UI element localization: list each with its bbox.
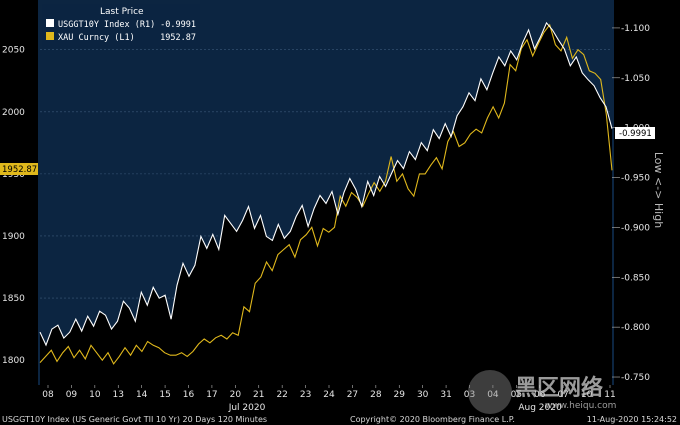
right-tick-label: -0.950 [621,174,650,184]
left-tick-label: 2000 [2,108,25,118]
x-tick-label: 30 [417,390,429,400]
left-tick-label: 2050 [2,46,25,56]
x-tick-label: 22 [276,390,287,400]
month-label: Jul 2020 [228,403,266,413]
x-tick-label: 27 [347,390,358,400]
left-tick-label: 1900 [2,232,25,242]
x-tick-label: 31 [440,390,451,400]
x-tick-label: 29 [394,390,406,400]
x-tick-label: 05 [511,390,522,400]
legend-title: Last Price [100,7,144,17]
month-label: Aug 2020 [518,403,562,413]
watermark-text: 黑区网络 [515,375,603,401]
x-tick-label: 10 [581,390,593,400]
x-tick-label: 15 [159,390,170,400]
x-tick-label: 09 [66,390,78,400]
footer-left: USGGT10Y Index (US Generic Govt TII 10 Y… [2,415,267,424]
legend-ust-value: -0.9991 [160,20,196,30]
svg-text:1952.87: 1952.87 [2,165,37,175]
svg-text:-0.9991: -0.9991 [619,129,652,139]
right-last-price-tag: -0.9991 [615,127,655,139]
right-axis: -1.100-1.050-1.000-0.950-0.900-0.850-0.8… [612,24,650,383]
right-tick-label: -1.050 [621,74,650,84]
x-tick-label: 20 [230,390,242,400]
right-tick-label: -0.800 [621,323,650,333]
left-axis: 180018501900195020002050 [2,46,25,366]
x-tick-label: 04 [487,390,499,400]
x-tick-label: 16 [183,390,195,400]
right-tick-label: -0.900 [621,223,650,233]
x-tick-label: 06 [534,390,546,400]
right-tick-label: -0.750 [621,373,650,383]
x-tick-label: 21 [253,390,264,400]
legend-swatch-gold [46,32,54,40]
left-tick-label: 1800 [2,356,25,366]
x-tick-label: 13 [113,390,124,400]
x-tick-label: 07 [557,390,568,400]
x-tick-label: 11 [604,390,615,400]
left-last-price-tag: 1952.87 [0,163,38,175]
legend: Last Price USGGT10Y Index (R1) -0.9991 X… [42,4,200,48]
x-tick-label: 24 [323,390,335,400]
legend-ust-name: USGGT10Y Index (R1) [58,20,155,30]
x-tick-label: 28 [370,390,382,400]
x-tick-label: 14 [136,390,148,400]
watermark-url: www.heiqu.com [545,401,616,411]
left-tick-label: 1850 [2,294,25,304]
right-tick-label: -1.100 [621,24,650,34]
x-tick-label: 03 [464,390,475,400]
ust-line [39,21,613,347]
x-axis: 08 09 10 13 14 15 16 17 20 21 22 23 24 27 28 29 30 31 03 04… [42,385,616,413]
right-tick-label: -0.850 [621,273,650,283]
legend-swatch-ust [46,19,54,27]
watermark: 黑区网络 www.heiqu.com [468,370,616,414]
x-tick-label: 10 [89,390,101,400]
footer-center: Copyright© 2020 Bloomberg Finance L.P. [350,415,515,424]
gold-line [39,23,613,365]
footer-right: 11-Aug-2020 15:24:52 [587,415,677,424]
legend-gold-value: 1952.87 [160,33,196,43]
legend-gold-name: XAU Curncy (L1) [58,33,135,43]
x-tick-label: 08 [42,390,54,400]
x-tick-label: 23 [300,390,311,400]
x-tick-label: 17 [206,390,217,400]
right-axis-label: Low <-> High [652,152,665,228]
